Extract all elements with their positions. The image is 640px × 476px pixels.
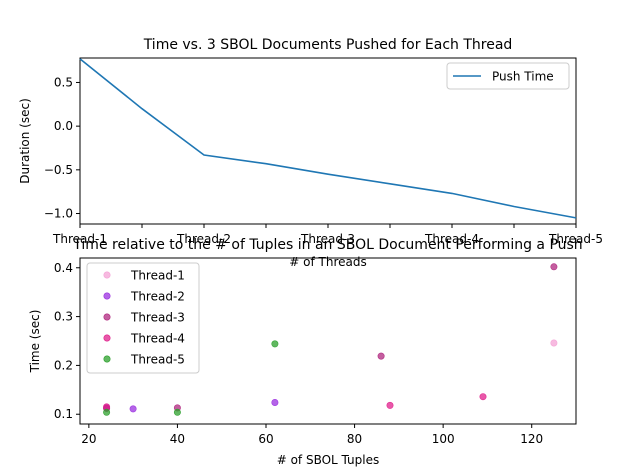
x-tick-label: Thread-5 xyxy=(548,232,603,246)
legend-marker-thread-1 xyxy=(103,271,111,279)
data-point-thread-5 xyxy=(173,408,181,416)
x-axis-label: # of SBOL Tuples xyxy=(277,453,380,467)
legend: Push Time xyxy=(446,62,570,90)
legend-marker-thread-4 xyxy=(103,334,111,342)
data-point-thread-3 xyxy=(377,352,385,360)
y-tick-label: 0.1 xyxy=(54,407,73,421)
data-point-thread-4 xyxy=(386,401,394,409)
x-tick-label: Thread-1 xyxy=(52,232,107,246)
legend-marker-thread-2 xyxy=(103,292,111,300)
y-tick-label: 0.3 xyxy=(54,310,73,324)
plot-frame xyxy=(79,257,577,425)
x-tick-label: Thread-4 xyxy=(424,232,479,246)
x-tick-label: Thread-3 xyxy=(300,232,355,246)
data-point-thread-5 xyxy=(271,340,279,348)
chart-title: Time vs. 3 SBOL Documents Pushed for Eac… xyxy=(143,37,513,53)
chart-title: Time relative to the # of Tuples in an S… xyxy=(72,237,582,253)
y-tick-label: 0.0 xyxy=(54,119,73,133)
data-point-thread-1 xyxy=(550,339,558,347)
data-point-thread-2 xyxy=(271,398,279,406)
x-tick-label: 40 xyxy=(170,432,185,446)
x-tick-label: Thread-2 xyxy=(176,232,231,246)
y-tick-label: 0.2 xyxy=(54,358,73,372)
x-tick-label: 20 xyxy=(81,432,96,446)
data-point-thread-5 xyxy=(103,408,111,416)
legend-label-push-time: Push Time xyxy=(492,70,554,84)
legend-frame xyxy=(446,62,570,90)
legend-label-thread-5: Thread-5 xyxy=(130,353,185,367)
legend-marker-thread-5 xyxy=(103,355,111,363)
data-point-thread-3 xyxy=(550,263,558,271)
tuples-scatter-chart: 0.1 0.2 0.3 0.4 20 40 60 80 100 120 Time (sec) #… xyxy=(28,237,583,467)
legend-frame xyxy=(86,262,200,374)
x-tick-label: 60 xyxy=(258,432,273,446)
legend-label-thread-2: Thread-2 xyxy=(130,290,185,304)
legend-label-thread-3: Thread-3 xyxy=(130,311,185,325)
x-tick-label: 120 xyxy=(520,432,543,446)
x-tick-label: 100 xyxy=(432,432,455,446)
series-line-push-time xyxy=(79,58,577,219)
y-tick-label: 0.4 xyxy=(54,261,73,275)
y-tick-label: −0.5 xyxy=(44,163,73,177)
push-time-chart: Time vs. 3 SBOL Documents Pushed for Eac… xyxy=(18,37,603,269)
y-axis-label: Time (sec) xyxy=(28,310,42,374)
x-tick-label: 80 xyxy=(347,432,362,446)
data-point-thread-2 xyxy=(129,405,137,413)
x-axis-label: # of Threads xyxy=(289,255,366,269)
y-axis-label: Duration (sec) xyxy=(18,98,32,184)
y-tick-label: 0.5 xyxy=(54,75,73,89)
legend-label-thread-4: Thread-4 xyxy=(130,332,185,346)
y-tick-label: −1.0 xyxy=(44,207,73,221)
legend-marker-thread-3 xyxy=(103,313,111,321)
data-point-thread-4 xyxy=(479,393,487,401)
legend-label-thread-1: Thread-1 xyxy=(130,269,185,283)
legend: Thread-1 Thread-2 Thread-3 Thread-4 Thread-5 xyxy=(86,262,200,374)
